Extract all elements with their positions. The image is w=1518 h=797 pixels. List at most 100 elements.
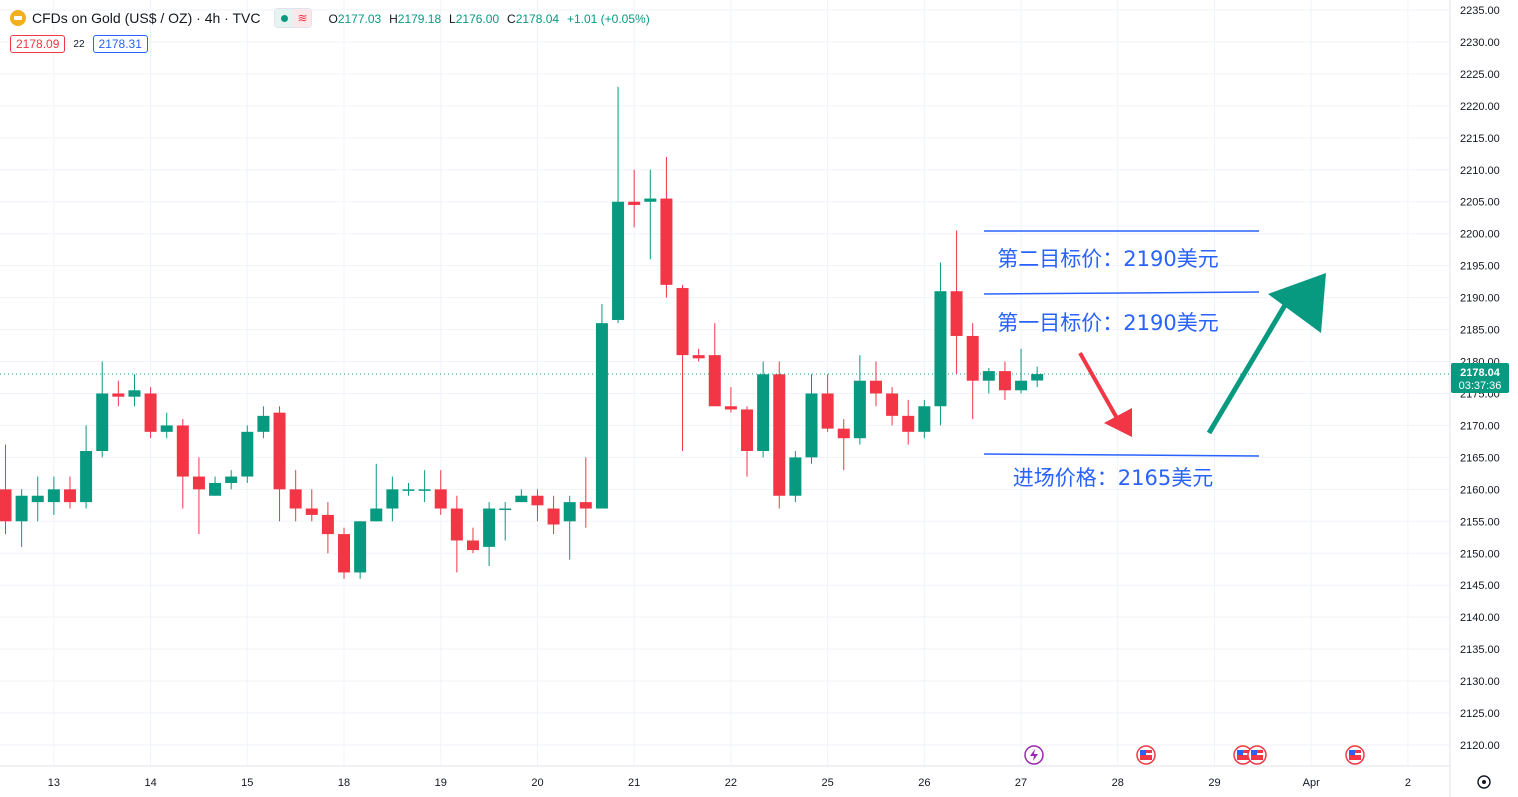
candle-body — [305, 508, 318, 515]
candle — [128, 374, 141, 407]
candle-body — [998, 371, 1011, 391]
candle-body — [466, 540, 479, 551]
candle-body — [483, 508, 496, 547]
candle — [31, 476, 44, 522]
ohlc-open: O2177.03 — [328, 12, 382, 26]
grid-lines — [0, 0, 1450, 766]
candle-body — [692, 355, 705, 359]
candle — [354, 521, 367, 579]
price-tick-label: 2200.00 — [1460, 229, 1500, 241]
candle-body — [321, 514, 334, 535]
flag-canton — [1140, 750, 1146, 755]
annotation-lines — [983, 230, 1260, 457]
us-flag-icon — [1345, 745, 1365, 765]
candle — [853, 355, 866, 445]
price-tick-label: 2210.00 — [1460, 165, 1500, 177]
candles — [0, 86, 1044, 579]
event-markers — [1024, 745, 1365, 765]
sell-price-button[interactable]: 2178.09 — [10, 35, 66, 53]
time-axis[interactable]: 13 14 15 18 19 20 21 22 25 26 27 28 29 Apr 2 — [48, 777, 1411, 789]
price-tick-label: 2135.00 — [1460, 644, 1500, 656]
candle — [837, 419, 850, 471]
candle — [15, 489, 28, 547]
candle — [160, 412, 173, 439]
candle — [902, 399, 915, 445]
candle — [692, 348, 705, 362]
candle-body — [644, 198, 657, 202]
buy-price-button[interactable]: 2178.31 — [92, 35, 148, 53]
settings-button[interactable] — [1477, 775, 1491, 789]
market-status-indicator[interactable]: ≋ — [274, 8, 313, 28]
candle — [660, 157, 673, 298]
candle-body — [724, 406, 737, 410]
lightning-icon — [1024, 745, 1044, 765]
candle — [241, 425, 254, 483]
gear-icon-center — [1482, 780, 1486, 784]
ohlc-change: +1.01 (+0.05%) — [566, 12, 650, 26]
candle-body — [209, 482, 222, 496]
candle-body — [886, 393, 899, 416]
candle-body — [192, 476, 205, 490]
candle — [805, 374, 818, 464]
candle — [934, 262, 947, 426]
candle — [676, 284, 689, 451]
candle — [950, 230, 963, 375]
flag-canton — [1251, 750, 1257, 755]
candle — [450, 495, 463, 573]
candle-body — [160, 425, 173, 432]
time-tick-label: 21 — [628, 777, 640, 789]
candle-body — [273, 412, 286, 490]
countdown-value: 03:37:36 — [1459, 380, 1502, 392]
candle — [821, 374, 834, 432]
candle-body — [128, 390, 141, 397]
candle-body — [966, 335, 979, 381]
candle-body — [450, 508, 463, 541]
price-tick-label: 2120.00 — [1460, 740, 1500, 752]
time-tick-label: 28 — [1112, 777, 1124, 789]
price-axis[interactable]: 2120.00 2125.00 2130.00 2135.00 2140.00 2145.… — [1460, 5, 1500, 752]
price-tick-label: 2235.00 — [1460, 5, 1500, 17]
delay-icon: ≋ — [293, 9, 312, 27]
time-tick-label: 14 — [144, 777, 156, 789]
candle — [63, 476, 76, 509]
ohlc-close: C2178.04 — [507, 12, 560, 26]
time-tick-label: 2 — [1405, 777, 1411, 789]
candle-body — [0, 489, 12, 522]
legend-title-row: CFDs on Gold (US$ / OZ) · 4h · TVC ≋ O21… — [10, 8, 654, 28]
candle — [724, 387, 737, 413]
symbol-title[interactable]: CFDs on Gold (US$ / OZ) · 4h · TVC — [32, 10, 261, 26]
candle — [1031, 366, 1044, 388]
candle — [773, 361, 786, 509]
candle — [966, 323, 979, 420]
time-tick-label: 19 — [435, 777, 447, 789]
candle — [47, 476, 60, 515]
candle-body — [531, 495, 544, 506]
candle-body — [370, 508, 383, 522]
annotation-target1[interactable]: 第一目标价：2190美元 — [997, 311, 1218, 335]
candle — [273, 406, 286, 522]
candle-body — [837, 428, 850, 439]
candle-body — [338, 534, 351, 573]
annotation-target2[interactable]: 第二目标价：2190美元 — [997, 247, 1218, 271]
flag-canton — [1349, 750, 1355, 755]
candle — [112, 380, 125, 407]
candle-body — [47, 489, 60, 503]
candle-body — [386, 489, 399, 509]
candle — [321, 502, 334, 554]
target1-line — [983, 291, 1260, 295]
candle — [305, 489, 318, 522]
candle — [418, 470, 431, 503]
gold-coin-icon[interactable] — [10, 10, 26, 26]
price-tick-label: 2190.00 — [1460, 293, 1500, 305]
candle-body — [418, 489, 431, 491]
price-tick-label: 2130.00 — [1460, 676, 1500, 688]
us-flag-icon — [1233, 745, 1253, 765]
candle — [370, 463, 383, 522]
up-arrow-shaft — [1206, 298, 1291, 435]
candle-body — [112, 393, 125, 397]
ohlc-low: L2176.00 — [449, 12, 500, 26]
annotation-entry[interactable]: 进场价格：2165美元 — [1013, 466, 1213, 490]
time-tick-label: 22 — [725, 777, 737, 789]
